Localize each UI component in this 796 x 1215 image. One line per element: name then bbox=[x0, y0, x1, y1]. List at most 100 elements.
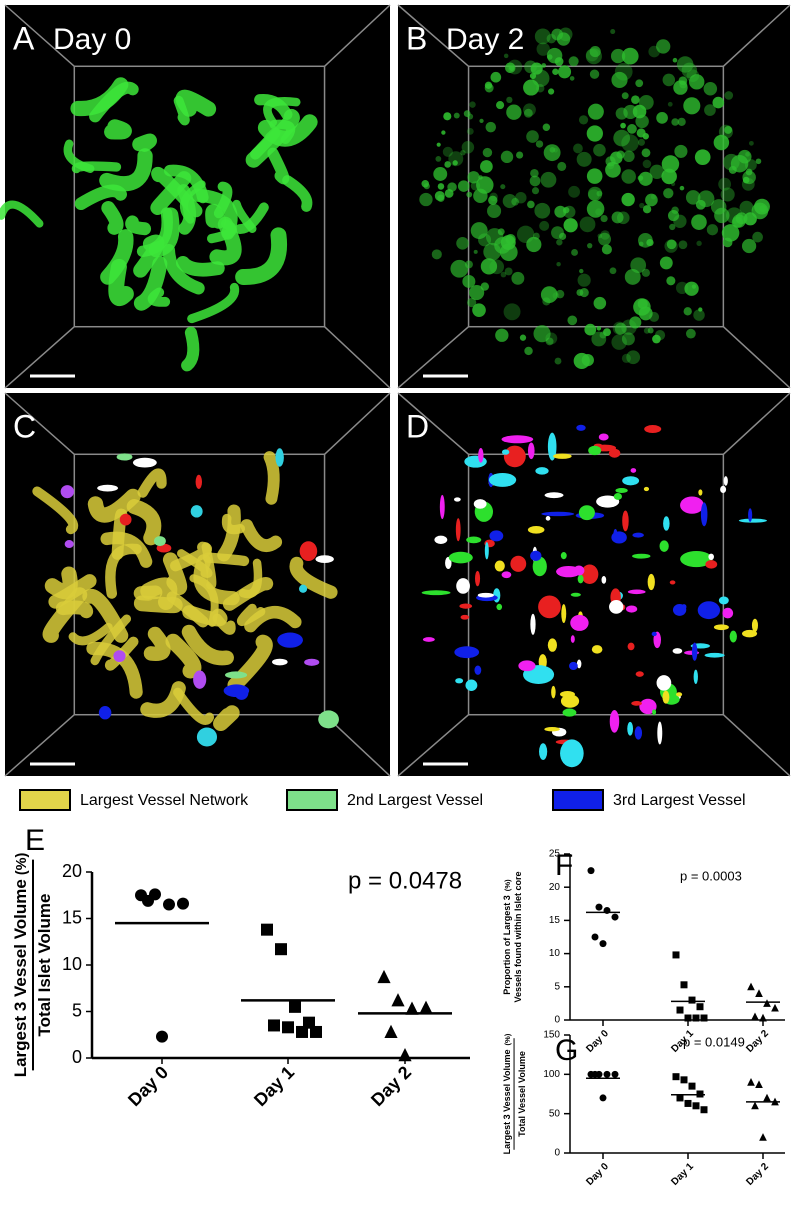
data-point bbox=[398, 1048, 412, 1062]
vessel bbox=[132, 133, 157, 152]
cell-signal bbox=[600, 230, 610, 240]
cell-signal bbox=[500, 150, 514, 164]
panel-label: F bbox=[555, 849, 573, 882]
cell-signal bbox=[683, 97, 701, 115]
x-tick-label: Day 2 bbox=[744, 1161, 771, 1188]
cell-signal bbox=[614, 62, 633, 81]
vessel-fragment bbox=[474, 665, 482, 675]
x-tick-label: Day 2 bbox=[744, 1028, 771, 1055]
y-tick-label: 50 bbox=[549, 1108, 561, 1119]
cell-signal bbox=[720, 187, 735, 202]
data-point bbox=[591, 933, 599, 941]
cell-signal bbox=[703, 81, 718, 96]
vessel-fragment bbox=[631, 700, 643, 706]
data-point bbox=[751, 1101, 759, 1110]
box-edge bbox=[397, 714, 470, 777]
box-edge bbox=[4, 326, 75, 389]
data-point bbox=[282, 1021, 294, 1034]
legend-swatch bbox=[286, 789, 338, 811]
cell-signal bbox=[552, 292, 560, 300]
cell-signal bbox=[540, 286, 558, 303]
cell-signal bbox=[567, 315, 578, 326]
cell-signal bbox=[472, 303, 486, 317]
data-point bbox=[611, 1070, 619, 1078]
dot-plot: E 0 5 10 15 20 Day 0 Day 1 Day 2 p = 0.0478 Larges… bbox=[11, 824, 470, 1110]
cell-signal bbox=[435, 156, 442, 162]
cell-signal bbox=[675, 281, 689, 295]
cell-signal bbox=[576, 289, 584, 297]
vessel-fragment bbox=[299, 541, 318, 561]
cell-signal bbox=[737, 149, 752, 164]
data-point bbox=[177, 897, 189, 910]
vessel bbox=[213, 181, 233, 219]
cell-signal bbox=[710, 199, 727, 215]
vessel bbox=[289, 556, 338, 599]
vessel bbox=[148, 207, 180, 258]
cell-signal bbox=[623, 104, 638, 120]
y-label-line: Total Islet Volume bbox=[35, 894, 54, 1037]
cell-signal bbox=[633, 298, 651, 316]
vessel-fragment bbox=[271, 658, 288, 666]
vessel bbox=[209, 216, 242, 266]
cell-signal bbox=[684, 281, 699, 296]
cell-signal bbox=[542, 297, 551, 306]
cell-signal bbox=[554, 357, 562, 365]
data-point bbox=[289, 1000, 301, 1013]
y-tick-label: 5 bbox=[554, 981, 560, 992]
cell-signal bbox=[723, 153, 740, 171]
box-edge bbox=[397, 392, 470, 455]
cell-signal bbox=[647, 327, 654, 334]
vessel-fragment bbox=[570, 592, 581, 597]
vessel-fragment bbox=[196, 727, 218, 747]
vessel-fragment bbox=[298, 584, 308, 593]
cell-signal bbox=[587, 186, 603, 201]
box-edge bbox=[722, 4, 791, 67]
vessel-fragment bbox=[570, 614, 589, 631]
cell-signal bbox=[741, 178, 755, 191]
x-tick-label: Day 1 bbox=[250, 1062, 298, 1110]
cell-signal bbox=[557, 161, 567, 171]
cell-signal bbox=[558, 27, 573, 42]
vessel-fragment bbox=[662, 690, 670, 704]
plots: E 0 5 10 15 20 Day 0 Day 1 Day 2 p = 0.0478 Larges… bbox=[11, 824, 785, 1188]
cell-signal bbox=[504, 62, 516, 74]
vessel bbox=[250, 128, 281, 160]
vessel bbox=[235, 227, 288, 285]
data-point bbox=[680, 1076, 688, 1084]
vessel bbox=[71, 161, 122, 174]
y-label-text: Largest 3 Vessel Volume bbox=[502, 1050, 512, 1155]
cell-signal bbox=[666, 276, 676, 286]
cell-signal bbox=[621, 92, 629, 100]
data-point bbox=[391, 993, 405, 1007]
cell-signal bbox=[568, 185, 580, 198]
vessel-fragment bbox=[722, 607, 734, 619]
data-point bbox=[310, 1025, 322, 1038]
data-point bbox=[763, 1093, 771, 1102]
cell-signal bbox=[546, 47, 563, 64]
vessel bbox=[32, 486, 79, 535]
vessel bbox=[99, 148, 153, 192]
vessel bbox=[222, 577, 274, 611]
vessel-fragment bbox=[596, 495, 620, 508]
cell-signal bbox=[656, 39, 671, 54]
vessel-fragment bbox=[708, 553, 714, 561]
vessel-fragment bbox=[588, 445, 602, 456]
cell-signal bbox=[624, 268, 641, 285]
vessel bbox=[108, 258, 134, 307]
cell-signal bbox=[535, 140, 544, 148]
cell-signal bbox=[667, 101, 673, 107]
cell-signal bbox=[661, 155, 680, 173]
vessel bbox=[147, 287, 171, 307]
cell-signal bbox=[523, 103, 536, 117]
cell-signal bbox=[496, 101, 505, 110]
cell-signal bbox=[621, 192, 635, 207]
cell-signal bbox=[576, 151, 592, 167]
cell-signal bbox=[591, 331, 607, 347]
y-tick-label: 150 bbox=[543, 1030, 560, 1041]
y-tick-label: 10 bbox=[62, 954, 82, 974]
vessel-fragment bbox=[573, 565, 585, 576]
cell-signal bbox=[649, 311, 660, 322]
y-tick-label: 100 bbox=[543, 1069, 560, 1080]
cell-signal bbox=[689, 74, 705, 90]
